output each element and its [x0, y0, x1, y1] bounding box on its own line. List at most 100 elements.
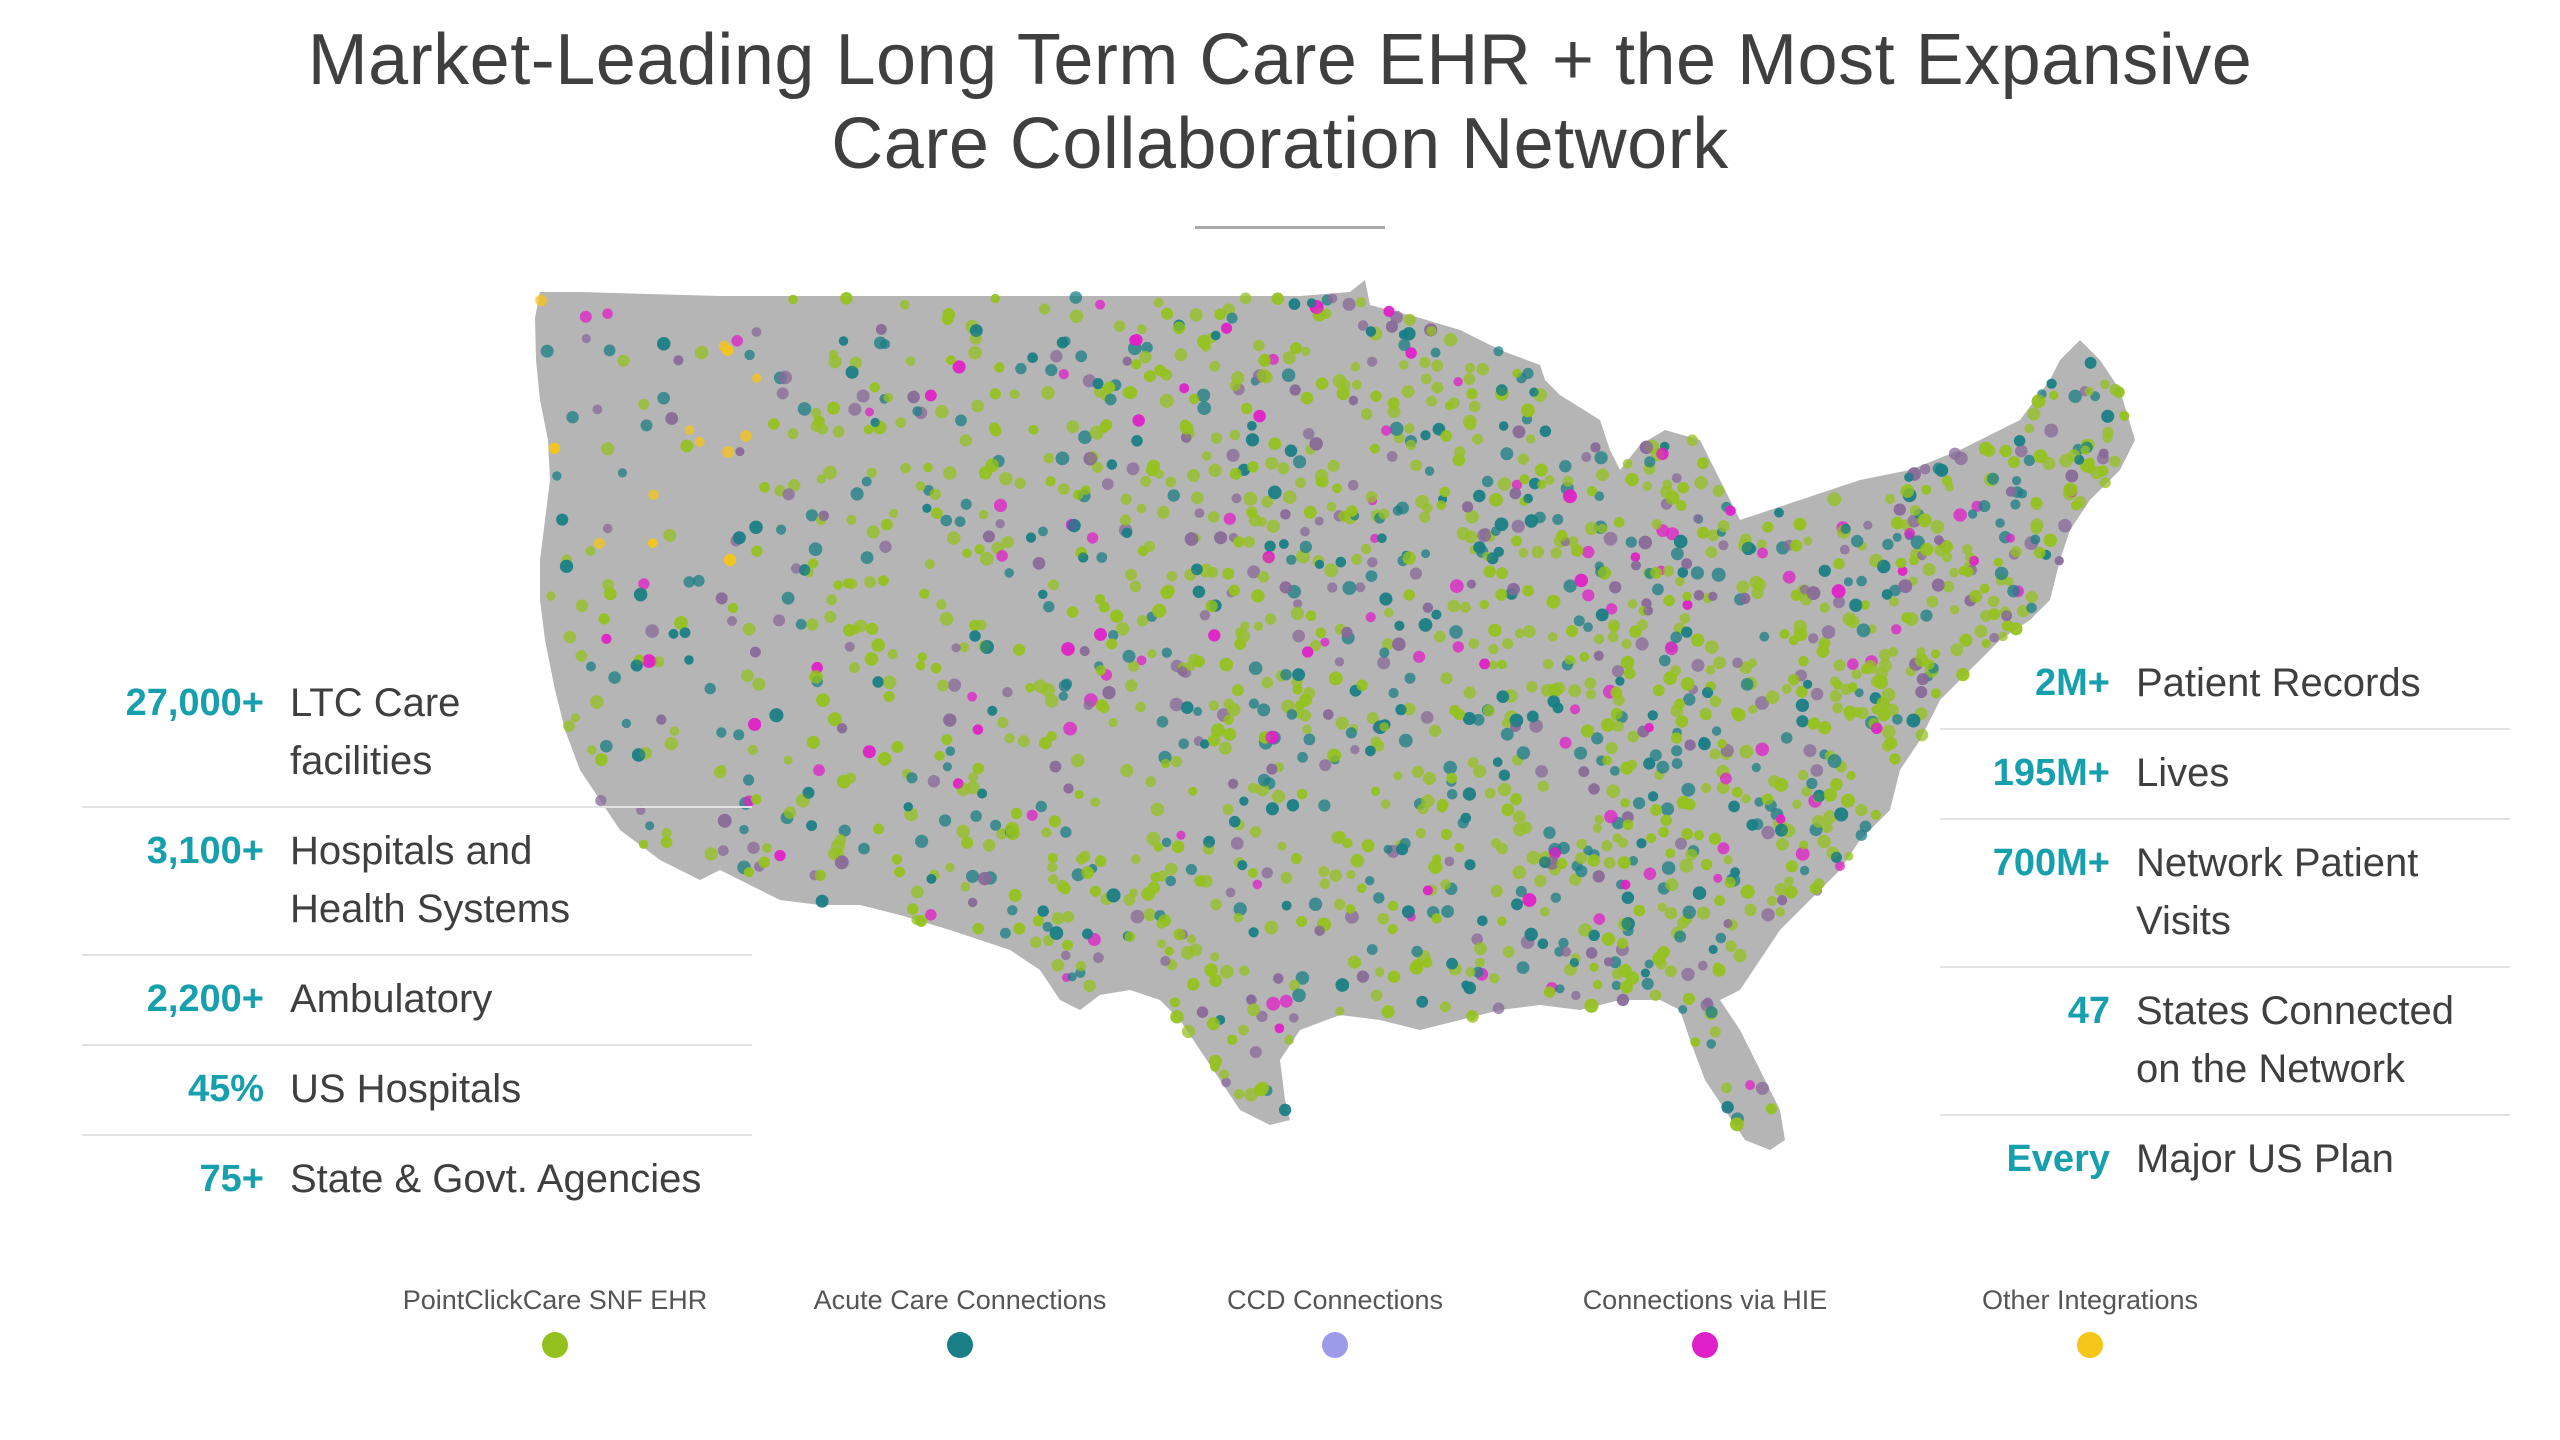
stat-label: LTC Care facilities	[264, 674, 752, 790]
map-dot	[1222, 567, 1235, 580]
map-dot	[878, 575, 889, 586]
map-dot	[1586, 689, 1597, 700]
map-dot	[1108, 717, 1118, 728]
map-dot	[1467, 579, 1476, 589]
map-dot	[1484, 787, 1496, 799]
map-dot	[1926, 595, 1939, 608]
map-dot	[1539, 425, 1552, 437]
map-dot	[1748, 704, 1758, 714]
map-dot	[939, 611, 954, 626]
map-dot	[1083, 979, 1096, 993]
map-dot	[1574, 573, 1589, 588]
map-dot	[1078, 552, 1089, 563]
map-dot	[1008, 888, 1022, 902]
map-dot	[1594, 814, 1605, 825]
map-dot	[1471, 933, 1483, 945]
map-dot	[684, 655, 694, 665]
map-dot	[1060, 826, 1072, 838]
map-dot	[1101, 478, 1114, 490]
map-dot	[1203, 835, 1215, 848]
map-dot	[603, 344, 616, 357]
map-dot	[1881, 589, 1893, 600]
legend-dot-icon	[1322, 1332, 1348, 1358]
map-dot	[1196, 1006, 1209, 1018]
map-dot	[1090, 797, 1101, 808]
map-dot	[1234, 638, 1246, 650]
map-dot	[1095, 699, 1108, 712]
map-dot	[776, 387, 789, 400]
map-dot	[1257, 703, 1271, 717]
map-dot	[1569, 957, 1579, 968]
map-dot	[1329, 869, 1342, 882]
map-dot	[1588, 783, 1600, 795]
map-dot	[1584, 677, 1597, 690]
map-dot	[1492, 1002, 1505, 1015]
map-dot	[1999, 444, 2013, 458]
map-dot	[1229, 429, 1241, 441]
map-dot	[1631, 560, 1641, 571]
map-dot	[1556, 858, 1568, 870]
map-dot	[2030, 522, 2043, 535]
map-dot	[1198, 563, 1213, 578]
map-dot	[1154, 364, 1166, 376]
map-dot	[1136, 503, 1147, 514]
map-dot	[1066, 420, 1080, 433]
map-dot	[2097, 465, 2109, 477]
map-dot	[1355, 582, 1366, 593]
map-dot	[1409, 567, 1422, 580]
legend-label: PointClickCare SNF EHR	[402, 1285, 708, 1315]
map-dot	[1239, 292, 1252, 305]
map-dot	[1465, 509, 1479, 524]
map-dot	[1261, 676, 1274, 689]
map-dot	[1440, 430, 1452, 442]
map-dot	[1082, 928, 1093, 940]
map-dot	[1147, 649, 1157, 659]
map-dot	[2012, 476, 2022, 486]
map-dot	[1192, 585, 1206, 598]
map-dot	[1827, 754, 1842, 769]
map-dot	[608, 671, 621, 684]
map-dot	[579, 310, 592, 323]
map-dot	[1209, 974, 1222, 987]
map-dot	[1675, 715, 1689, 728]
map-dot	[603, 587, 617, 601]
map-dot	[1518, 547, 1529, 558]
map-dot	[1930, 520, 1945, 534]
map-dot	[891, 741, 904, 753]
map-dot	[1649, 749, 1662, 762]
stats-left-panel: 27,000+ LTC Care facilities 3,100+ Hospitals…	[82, 660, 752, 1224]
stat-value: 3,100+	[146, 830, 264, 872]
map-dot	[1540, 906, 1550, 917]
map-dot	[1454, 842, 1464, 853]
map-dot	[832, 425, 845, 438]
map-dot	[600, 739, 613, 753]
map-dot	[1239, 965, 1250, 976]
map-dot	[1279, 539, 1289, 549]
map-dot	[1466, 1010, 1479, 1023]
map-dot	[2102, 426, 2114, 438]
map-dot	[1083, 700, 1094, 711]
map-dot	[1930, 688, 1941, 699]
map-dot	[1148, 881, 1160, 894]
map-dot	[1779, 629, 1790, 639]
map-dot	[1721, 1101, 1734, 1114]
map-dot	[1617, 937, 1628, 949]
map-dot	[1280, 872, 1293, 884]
map-dot	[1499, 421, 1509, 431]
map-dot	[1265, 802, 1279, 816]
map-dot	[1796, 715, 1809, 728]
map-dot	[1056, 336, 1069, 349]
map-dot	[1411, 765, 1424, 778]
map-dot	[1882, 538, 1894, 551]
map-dot	[1253, 339, 1265, 352]
map-dot	[833, 580, 843, 590]
map-dot	[842, 578, 853, 589]
map-dot	[952, 778, 964, 789]
map-dot	[923, 463, 933, 473]
stat-label: State & Govt. Agencies	[264, 1150, 752, 1208]
map-dot	[931, 507, 943, 519]
map-dot	[930, 662, 942, 674]
map-dot	[1644, 959, 1654, 969]
map-dot	[1360, 543, 1372, 555]
map-dot	[1586, 486, 1597, 497]
